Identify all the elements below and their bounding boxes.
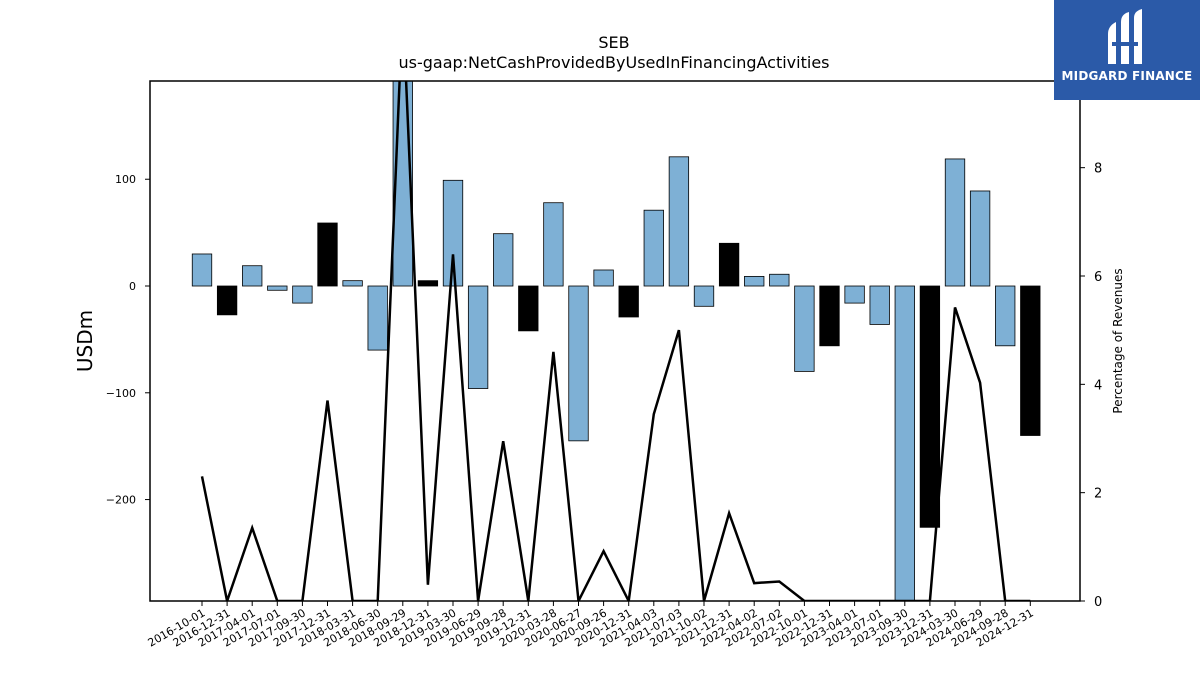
bar (693, 285, 715, 307)
bar (869, 285, 890, 325)
bar (769, 273, 790, 287)
line-layer (200, 81, 1031, 601)
bar (944, 158, 966, 287)
logo-mark-icon (1108, 9, 1142, 64)
chart-title: SEB (598, 33, 629, 52)
bar (216, 285, 238, 316)
y-tick-label: −100 (106, 387, 136, 400)
bar (467, 285, 489, 389)
plot-frame (149, 80, 1081, 602)
y-tick-label: −200 (106, 494, 136, 507)
bar (292, 285, 313, 304)
y2-tick-label: 8 (1094, 162, 1102, 177)
bar (191, 253, 213, 287)
bar (417, 280, 439, 287)
bar (919, 285, 941, 528)
bar (493, 233, 514, 287)
bar (342, 280, 363, 287)
series-line (200, 81, 1031, 601)
bar (995, 285, 1016, 347)
bar (317, 222, 338, 287)
bar (568, 285, 589, 442)
bar (593, 269, 614, 287)
logo-text: MIDGARD FINANCE (1061, 69, 1193, 83)
bar (894, 285, 915, 601)
y2-tick-label: 4 (1094, 378, 1102, 393)
bar (367, 285, 388, 351)
bar (442, 179, 464, 287)
bar (267, 285, 288, 291)
bars-layer (191, 81, 1041, 601)
y2-axis-label: Percentage of Revenues (1111, 268, 1125, 413)
bar (819, 285, 840, 347)
bar (543, 202, 564, 287)
y-tick-label: 100 (115, 173, 136, 186)
y2-tick-label: 0 (1094, 595, 1102, 610)
y-tick-label: 0 (129, 280, 136, 293)
bar (618, 285, 639, 318)
y2-tick-label: 6 (1094, 270, 1102, 285)
y2-tick-label: 2 (1094, 487, 1102, 502)
bar (718, 242, 740, 287)
bar (794, 285, 815, 372)
bar (643, 209, 664, 287)
bar (518, 285, 539, 332)
bar (844, 285, 865, 304)
bar (668, 156, 690, 287)
brand-logo: MIDGARD FINANCE (1054, 0, 1200, 100)
chart-subtitle: us-gaap:NetCashProvidedByUsedInFinancing… (398, 53, 829, 72)
bar (1020, 285, 1041, 436)
bar (744, 275, 765, 287)
y-axis-label: USDm (73, 310, 97, 372)
bar (969, 190, 991, 287)
bar (242, 265, 263, 287)
